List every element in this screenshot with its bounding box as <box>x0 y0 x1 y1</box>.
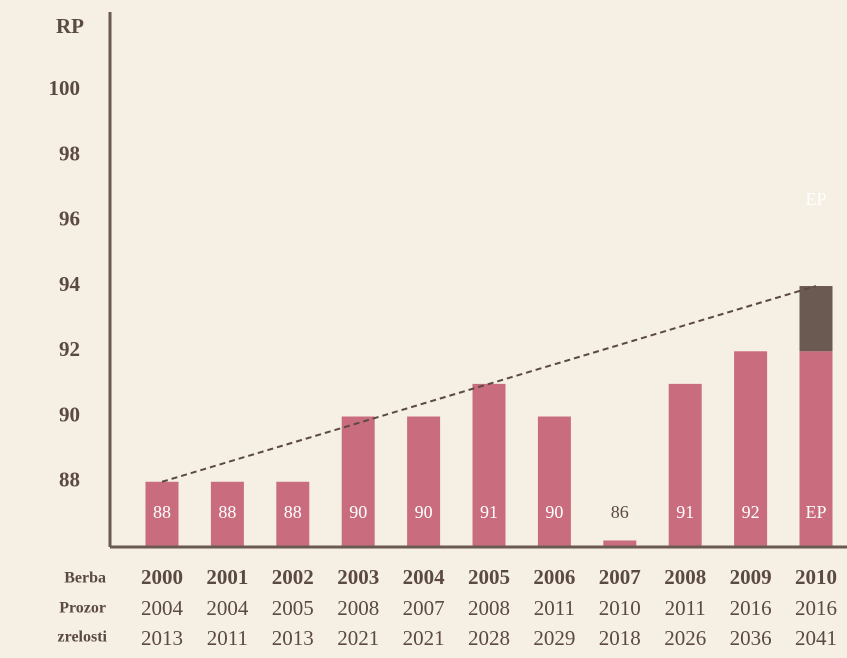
value-label: 88 <box>284 502 302 522</box>
window-start: 2004 <box>141 596 184 620</box>
window-end: 2041 <box>795 626 837 650</box>
window-end: 2013 <box>141 626 183 650</box>
y-tick-label: 88 <box>59 468 80 492</box>
x-tick-label: 2004 <box>403 565 446 589</box>
x-axis-label: Berba <box>64 570 106 587</box>
window-end: 2021 <box>337 626 379 650</box>
window-end: 2011 <box>207 626 248 650</box>
x-tick-label: 2001 <box>206 565 248 589</box>
window-start: 2010 <box>599 596 641 620</box>
value-label: 86 <box>611 502 629 522</box>
window-start: 2008 <box>468 596 510 620</box>
bar <box>800 286 833 351</box>
bar <box>669 384 702 547</box>
window-end: 2018 <box>599 626 641 650</box>
value-label: 90 <box>415 502 433 522</box>
window-start: 2016 <box>730 596 772 620</box>
window-start: 2005 <box>272 596 314 620</box>
window-start: 2016 <box>795 596 837 620</box>
window-start: 2008 <box>337 596 379 620</box>
value-label: 88 <box>153 502 171 522</box>
value-label: 90 <box>545 502 563 522</box>
value-label: 91 <box>480 502 498 522</box>
x-tick-label: 2000 <box>141 565 183 589</box>
x-tick-label: 2005 <box>468 565 510 589</box>
window-end: 2036 <box>730 626 772 650</box>
window-end: 2029 <box>533 626 575 650</box>
value-label: 90 <box>349 502 367 522</box>
x-tick-label: 2008 <box>664 565 706 589</box>
value-label: 91 <box>676 502 694 522</box>
x-tick-label: 2007 <box>599 565 641 589</box>
window-label: Prozor <box>59 600 106 617</box>
y-tick-label: 94 <box>59 272 81 296</box>
window-start: 2004 <box>206 596 249 620</box>
value-label: EP <box>805 502 826 522</box>
bar <box>407 417 440 547</box>
window-start: 2011 <box>534 596 575 620</box>
window-start: 2011 <box>665 596 706 620</box>
window-start: 2007 <box>403 596 445 620</box>
window-label: zrelosti <box>58 629 108 646</box>
x-tick-label: 2010 <box>795 565 837 589</box>
y-tick-label: 100 <box>49 76 81 100</box>
window-end: 2021 <box>403 626 445 650</box>
value-label: EP <box>805 189 826 209</box>
window-end: 2026 <box>664 626 706 650</box>
x-tick-label: 2003 <box>337 565 379 589</box>
y-tick-label: 90 <box>59 402 80 426</box>
y-axis-label: RP <box>56 14 84 38</box>
bar <box>473 384 506 547</box>
y-tick-label: 92 <box>59 337 80 361</box>
value-label: 92 <box>742 502 760 522</box>
x-tick-label: 2002 <box>272 565 314 589</box>
chart: RP Berba Prozor zrelosti 88 90 92 94 96 98 100… <box>0 0 847 658</box>
window-end: 2028 <box>468 626 510 650</box>
y-tick-label: 96 <box>59 207 80 231</box>
y-tick-label: 98 <box>59 141 80 165</box>
bar <box>342 417 375 547</box>
x-tick-label: 2009 <box>730 565 772 589</box>
background <box>0 0 847 658</box>
value-label: 88 <box>218 502 236 522</box>
bar <box>538 417 571 547</box>
window-end: 2013 <box>272 626 314 650</box>
x-tick-label: 2006 <box>533 565 575 589</box>
